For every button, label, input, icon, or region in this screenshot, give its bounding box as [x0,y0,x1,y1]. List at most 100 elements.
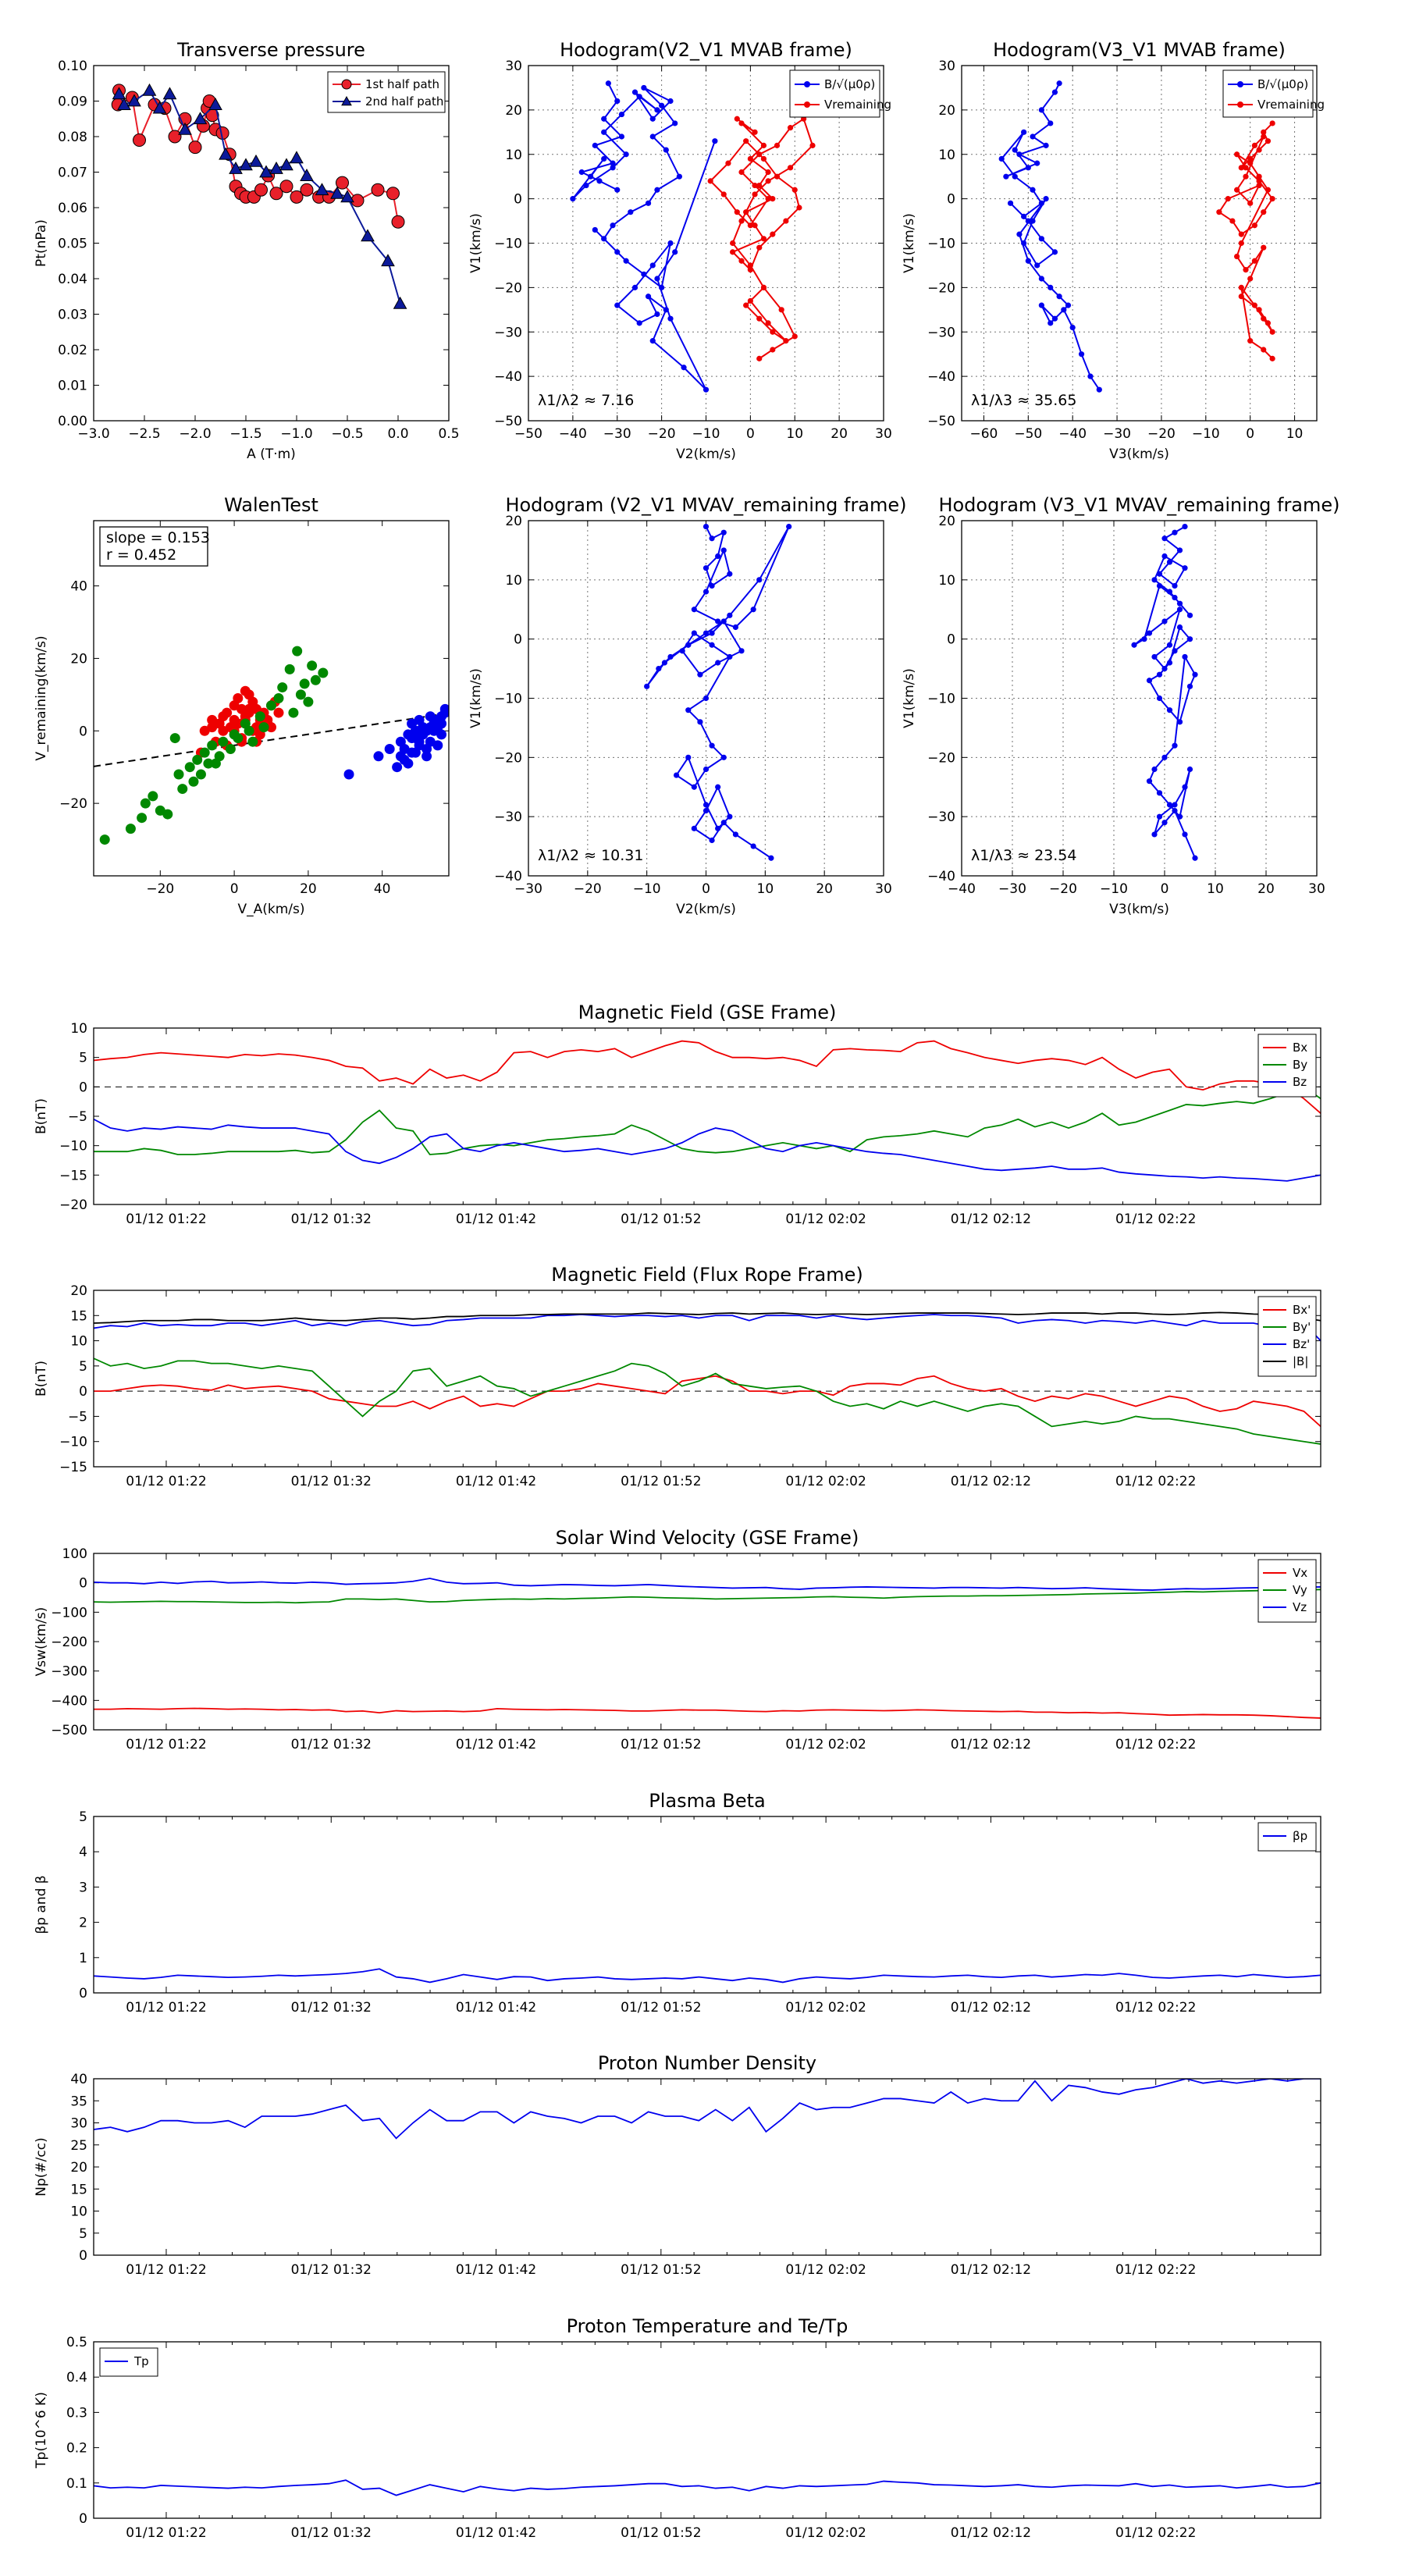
data-point [1161,535,1168,542]
data-point [649,116,656,122]
plot-frame [93,1290,1321,1468]
data-point [720,618,727,624]
data-point [1172,529,1178,535]
data-point [259,165,273,178]
data-point [1048,120,1054,126]
data-point [752,182,758,189]
x-axis-label: V3(km/s) [1109,902,1169,917]
data-point [1269,355,1275,361]
x-tick-label: −40 [948,881,976,897]
data-point [747,267,753,273]
y-tick-label: −10 [59,1435,87,1450]
data-point [371,183,385,197]
y-tick-label: −10 [927,692,955,707]
x-tick-label: 01/12 01:22 [126,1474,206,1489]
data-point [1172,742,1178,749]
y-tick-label: −15 [59,1460,87,1475]
data-point [654,187,660,193]
legend: Vx Vy Vz [1257,1559,1317,1623]
data-point [277,682,288,693]
data-point [720,191,727,197]
chart-title: Proton Temperature and Te/Tp [567,2315,848,2337]
legend-label: βp [1293,1829,1307,1843]
data-point [738,169,745,176]
y-tick-label: 10 [70,1021,87,1037]
data-point [1003,173,1009,180]
data-point [140,798,151,809]
x-tick-label: −1.5 [229,426,261,442]
y-tick-label: −5 [68,1409,87,1425]
data-point [709,837,715,844]
data-point [292,646,303,656]
data-point [672,249,678,255]
legend-box [1222,69,1314,118]
y-tick-label: 0.1 [66,2476,87,2492]
legend-box [1257,1296,1317,1377]
plot-frame [93,1553,1321,1731]
legend-label: 2nd half path [365,94,443,109]
data-point [709,742,715,749]
x-tick-label: −30 [998,881,1026,897]
x-tick-label: 20 [816,881,833,897]
data-point [756,151,763,158]
data-point [117,98,131,110]
data-point [1176,607,1183,613]
y-tick-label: 0 [514,192,522,208]
data-point [1192,855,1198,861]
data-point [1238,231,1244,237]
data-point [709,582,715,589]
x-tick-label: 0 [1246,426,1254,442]
y-axis-label: B(nT) [34,1361,49,1397]
data-point [254,183,268,197]
x-tick-label: 10 [786,426,803,442]
x-tick-label: −20 [1049,881,1077,897]
data-point [1146,778,1153,785]
data-point [697,671,703,678]
data-point [1176,813,1183,820]
data-point [787,125,794,131]
data-point [1056,294,1062,300]
data-point [738,218,745,224]
y-tick-label: 0.5 [66,2335,87,2350]
data-point [148,791,158,802]
data-point [188,776,199,787]
y-tick-label: 15 [70,2182,87,2197]
data-point [1256,178,1262,184]
y-tick-label: 10 [505,573,522,589]
data-point [614,249,621,255]
y-tick-label: 30 [505,59,522,74]
y-tick-label: 0 [79,724,87,739]
y-tick-label: −20 [59,796,87,812]
data-point [756,355,763,361]
legend-box [789,69,880,118]
y-tick-label: −30 [927,809,955,825]
y-axis-label: V1(km/s) [902,213,917,273]
data-point [384,744,395,754]
x-axis-label: V3(km/s) [1109,447,1169,462]
data-point [1176,547,1183,553]
x-tick-label: 01/12 01:32 [291,1737,372,1752]
data-point [1030,133,1036,140]
data-point [184,762,195,773]
data-point [125,824,136,834]
y-tick-label: 5 [79,1809,87,1825]
x-tick-label: 30 [875,426,892,442]
y-tick-label: −40 [927,369,955,385]
x-tick-label: 01/12 02:12 [951,2262,1031,2278]
data-point [1269,120,1275,126]
data-point [715,618,721,624]
x-tick-label: −60 [969,426,998,442]
y-tick-label: −40 [927,869,955,884]
data-point [1048,320,1054,326]
plot-frame [528,65,884,422]
series-line-by [94,1086,1321,1155]
data-point [1051,315,1058,322]
data-point [1012,147,1018,153]
data-point [1251,302,1257,308]
y-tick-label: −20 [927,280,955,296]
data-point [750,843,756,849]
x-tick-label: 01/12 01:42 [456,2525,536,2541]
data-point [667,653,674,660]
legend-label: |B| [1293,1354,1308,1368]
